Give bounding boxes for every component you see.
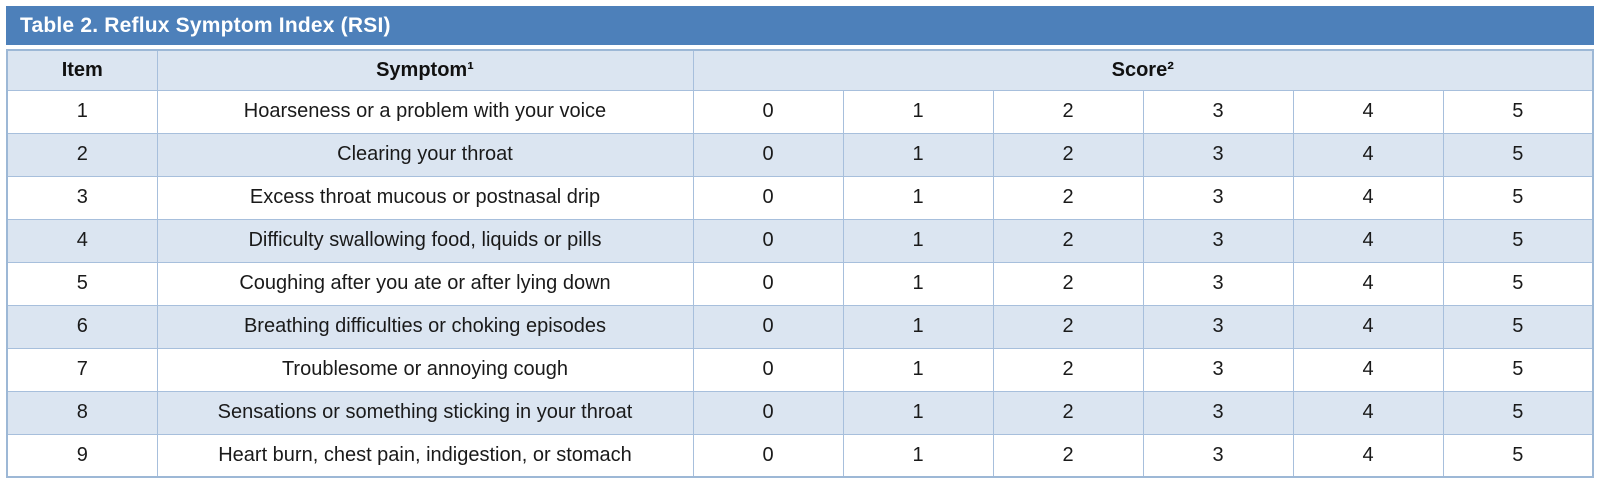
score-option: 3 <box>1142 347 1294 392</box>
header-item: Item <box>6 49 158 91</box>
symptom-text: Troublesome or annoying cough <box>156 347 694 392</box>
item-number: 2 <box>6 132 158 177</box>
score-option: 2 <box>992 175 1144 220</box>
score-option: 5 <box>1442 347 1594 392</box>
item-number: 7 <box>6 347 158 392</box>
score-option: 3 <box>1142 175 1294 220</box>
score-option: 2 <box>992 132 1144 177</box>
score-option: 5 <box>1442 304 1594 349</box>
score-option: 0 <box>692 132 844 177</box>
table-row: 8 Sensations or something sticking in you… <box>6 390 1594 435</box>
symptom-text: Breathing difficulties or choking episod… <box>156 304 694 349</box>
score-option: 4 <box>1292 433 1444 478</box>
header-score: Score² <box>692 49 1594 91</box>
table-row: 9 Heart burn, chest pain, indigestion, or… <box>6 433 1594 478</box>
symptom-text: Excess throat mucous or postnasal drip <box>156 175 694 220</box>
score-option: 1 <box>842 347 994 392</box>
score-option: 5 <box>1442 89 1594 134</box>
item-number: 5 <box>6 261 158 306</box>
item-number: 9 <box>6 433 158 478</box>
score-option: 4 <box>1292 347 1444 392</box>
score-option: 5 <box>1442 175 1594 220</box>
score-option: 2 <box>992 218 1144 263</box>
item-number: 1 <box>6 89 158 134</box>
symptom-text: Heart burn, chest pain, indigestion, or … <box>156 433 694 478</box>
symptom-text: Clearing your throat <box>156 132 694 177</box>
score-option: 4 <box>1292 89 1444 134</box>
score-option: 2 <box>992 390 1144 435</box>
table-row: 1 Hoarseness or a problem with your voice… <box>6 89 1594 134</box>
score-option: 2 <box>992 433 1144 478</box>
item-number: 4 <box>6 218 158 263</box>
score-option: 0 <box>692 390 844 435</box>
table-row: 4 Difficulty swallowing food, liquids or … <box>6 218 1594 263</box>
symptom-text: Sensations or something sticking in your… <box>156 390 694 435</box>
rsi-table-container: Table 2. Reflux Symptom Index (RSI) Item… <box>6 6 1594 478</box>
score-option: 4 <box>1292 218 1444 263</box>
table-row: 6 Breathing difficulties or choking episo… <box>6 304 1594 349</box>
score-option: 1 <box>842 433 994 478</box>
score-option: 1 <box>842 390 994 435</box>
score-option: 3 <box>1142 304 1294 349</box>
item-number: 6 <box>6 304 158 349</box>
score-option: 5 <box>1442 218 1594 263</box>
score-option: 5 <box>1442 390 1594 435</box>
score-option: 4 <box>1292 304 1444 349</box>
header-symptom: Symptom¹ <box>156 49 694 91</box>
score-option: 3 <box>1142 132 1294 177</box>
item-number: 8 <box>6 390 158 435</box>
score-option: 5 <box>1442 132 1594 177</box>
item-number: 3 <box>6 175 158 220</box>
score-option: 4 <box>1292 261 1444 306</box>
score-option: 1 <box>842 89 994 134</box>
score-option: 0 <box>692 218 844 263</box>
table-body: 1 Hoarseness or a problem with your voice… <box>6 89 1594 478</box>
score-option: 0 <box>692 304 844 349</box>
score-option: 0 <box>692 347 844 392</box>
score-option: 1 <box>842 261 994 306</box>
symptom-text: Coughing after you ate or after lying do… <box>156 261 694 306</box>
table-title-bar: Table 2. Reflux Symptom Index (RSI) <box>6 6 1594 45</box>
score-option: 1 <box>842 132 994 177</box>
score-option: 2 <box>992 304 1144 349</box>
table-row: 3 Excess throat mucous or postnasal drip 0… <box>6 175 1594 220</box>
score-option: 2 <box>992 261 1144 306</box>
table-row: 5 Coughing after you ate or after lying d… <box>6 261 1594 306</box>
score-option: 2 <box>992 89 1144 134</box>
score-option: 1 <box>842 218 994 263</box>
score-option: 0 <box>692 175 844 220</box>
score-option: 3 <box>1142 89 1294 134</box>
score-option: 5 <box>1442 433 1594 478</box>
score-option: 3 <box>1142 390 1294 435</box>
symptom-text: Hoarseness or a problem with your voice <box>156 89 694 134</box>
score-option: 5 <box>1442 261 1594 306</box>
table-row: 2 Clearing your throat 0 1 2 3 4 5 <box>6 132 1594 177</box>
score-option: 4 <box>1292 132 1444 177</box>
score-option: 2 <box>992 347 1144 392</box>
header-row: Item Symptom¹ Score² <box>6 49 1594 91</box>
score-option: 3 <box>1142 218 1294 263</box>
score-option: 4 <box>1292 175 1444 220</box>
score-option: 4 <box>1292 390 1444 435</box>
score-option: 3 <box>1142 261 1294 306</box>
score-option: 1 <box>842 175 994 220</box>
table-row: 7 Troublesome or annoying cough 0 1 2 3 4 5 <box>6 347 1594 392</box>
score-option: 0 <box>692 261 844 306</box>
symptom-text: Difficulty swallowing food, liquids or p… <box>156 218 694 263</box>
score-option: 1 <box>842 304 994 349</box>
rsi-table: Item Symptom¹ Score² 1 Hoarseness or a pr… <box>6 49 1594 478</box>
score-option: 3 <box>1142 433 1294 478</box>
score-option: 0 <box>692 433 844 478</box>
score-option: 0 <box>692 89 844 134</box>
